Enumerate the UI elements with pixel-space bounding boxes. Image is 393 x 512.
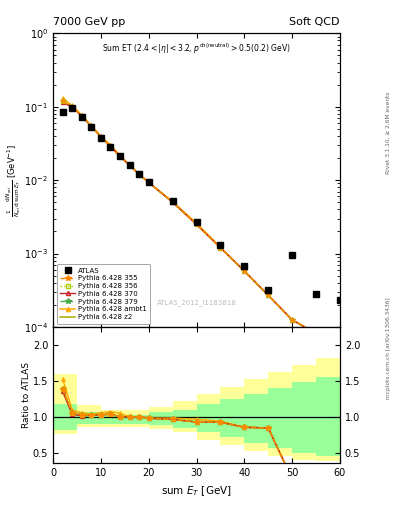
Text: ATLAS_2012_I1183818: ATLAS_2012_I1183818 (156, 300, 237, 307)
Legend: ATLAS, Pythia 6.428 355, Pythia 6.428 356, Pythia 6.428 370, Pythia 6.428 379, P: ATLAS, Pythia 6.428 355, Pythia 6.428 35… (57, 264, 151, 324)
Text: Soft QCD: Soft QCD (290, 16, 340, 27)
Text: Rivet 3.1.10, ≥ 2.6M events: Rivet 3.1.10, ≥ 2.6M events (386, 92, 391, 174)
Y-axis label: $\frac{1}{N_\mathrm{ori}}\frac{\mathrm{d}N_\mathrm{ori}}{\mathrm{d}\,\mathrm{sum: $\frac{1}{N_\mathrm{ori}}\frac{\mathrm{d… (4, 143, 23, 217)
Y-axis label: Ratio to ATLAS: Ratio to ATLAS (22, 362, 31, 428)
Text: mcplots.cern.ch [arXiv:1306.3436]: mcplots.cern.ch [arXiv:1306.3436] (386, 297, 391, 399)
X-axis label: sum $E_T$ [GeV]: sum $E_T$ [GeV] (161, 484, 232, 498)
Text: 7000 GeV pp: 7000 GeV pp (53, 16, 125, 27)
Text: Sum ET ($2.4 < |\eta| < 3.2$, $p^{\mathrm{ch(neutral)}} > 0.5(0.2)$ GeV): Sum ET ($2.4 < |\eta| < 3.2$, $p^{\mathr… (102, 42, 291, 56)
